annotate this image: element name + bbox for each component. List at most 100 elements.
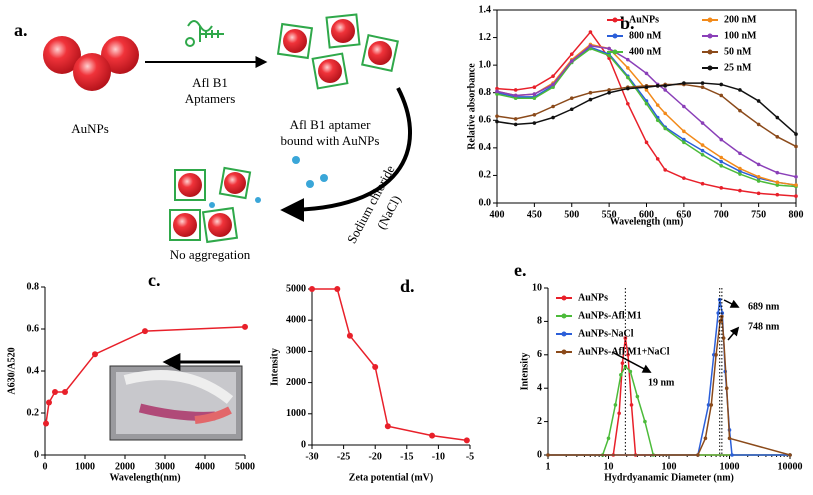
series-line <box>312 288 467 442</box>
x-tick-label: 450 <box>527 209 542 220</box>
legend-label: AuNPs-Afl M1 <box>578 310 642 321</box>
data-point <box>700 121 705 125</box>
legend-marker <box>612 17 618 23</box>
y-tick-label: 1000 <box>286 408 306 419</box>
y-tick-label: 0.2 <box>479 170 492 181</box>
stable-particles <box>169 166 252 244</box>
y-tick-label: 4000 <box>286 314 306 325</box>
data-point <box>635 394 640 399</box>
series-line <box>496 82 797 135</box>
legend-label: AuNPs <box>629 14 659 25</box>
data-point <box>719 155 724 160</box>
x-axis-label: Zeta potential (mV) <box>349 472 433 483</box>
x-tick-label: -30 <box>305 451 318 462</box>
data-point <box>626 75 630 80</box>
data-point <box>532 85 537 89</box>
annotation: 748 nm <box>748 321 780 332</box>
data-point <box>663 111 667 116</box>
data-point <box>626 66 630 70</box>
data-point <box>700 81 705 85</box>
legend-marker <box>707 65 713 71</box>
data-point <box>663 168 667 172</box>
data-point <box>52 389 58 395</box>
y-tick-label: 2000 <box>286 377 306 388</box>
data-point <box>546 453 550 457</box>
x-tick-label: 0 <box>43 461 48 472</box>
data-point <box>738 188 742 193</box>
data-point <box>495 89 499 94</box>
x-tick-label: -25 <box>337 451 350 462</box>
y-tick-label: 0 <box>537 449 542 460</box>
legend-marker <box>561 313 567 319</box>
data-point <box>551 115 555 120</box>
data-point <box>738 108 742 113</box>
data-point <box>532 92 537 96</box>
y-axis-label: Intensity <box>519 353 530 391</box>
y-tick-label: 0.8 <box>479 87 492 98</box>
data-point <box>532 112 537 117</box>
data-point <box>626 353 630 357</box>
data-point <box>569 107 574 112</box>
x-tick-label: 400 <box>490 209 505 220</box>
data-point <box>628 369 633 374</box>
data-point <box>551 74 555 78</box>
data-point <box>626 57 630 62</box>
data-point <box>719 93 724 98</box>
data-point <box>738 169 742 174</box>
data-point <box>643 419 647 424</box>
data-point <box>644 88 649 92</box>
data-point <box>142 328 148 335</box>
panel-label: a. <box>14 20 28 40</box>
data-point <box>588 97 593 102</box>
legend-marker <box>561 295 567 301</box>
data-point <box>682 176 686 180</box>
data-point <box>724 386 729 391</box>
data-point <box>756 122 761 127</box>
legend-label: 50 nM <box>724 46 752 57</box>
x-tick-label: 10 <box>604 461 614 472</box>
data-point <box>682 129 686 134</box>
label: Afl B1 aptamer <box>290 117 372 132</box>
data-point <box>700 152 705 157</box>
series-line <box>496 30 797 197</box>
data-point <box>719 137 724 142</box>
data-point <box>663 126 667 131</box>
data-point <box>719 163 724 168</box>
x-tick-label: 700 <box>714 209 729 220</box>
data-point <box>551 104 555 109</box>
label: bound with AuNPs <box>281 133 380 148</box>
data-point <box>756 175 761 179</box>
x-tick-label: -15 <box>400 451 413 462</box>
legend-marker <box>707 17 713 23</box>
data-point <box>644 85 649 89</box>
data-point <box>696 453 700 457</box>
data-point <box>738 166 742 171</box>
data-point <box>682 81 686 85</box>
data-point <box>756 162 761 167</box>
data-point <box>700 181 705 186</box>
legend-label: 400 nM <box>629 46 662 57</box>
x-axis-label: Wavelength (nm) <box>610 216 684 227</box>
data-point <box>242 323 248 330</box>
legend-label: AuNPs-NaCl <box>578 328 634 339</box>
data-point <box>463 437 470 444</box>
data-point <box>46 399 52 406</box>
data-point <box>513 96 518 101</box>
data-point <box>700 143 705 147</box>
series-line <box>496 47 797 188</box>
x-tick-label: 100 <box>662 461 677 472</box>
data-point <box>716 311 720 315</box>
y-tick-label: 10 <box>532 282 542 293</box>
x-tick-label: 600 <box>639 209 654 220</box>
data-point <box>655 84 660 88</box>
y-tick-label: 1.4 <box>479 4 492 15</box>
data-point <box>738 172 742 176</box>
data-point <box>569 96 574 101</box>
data-point <box>495 92 499 96</box>
annotation-arrow <box>723 299 740 308</box>
legend-label: 100 nM <box>724 30 757 41</box>
curved-arrow <box>280 87 413 222</box>
data-point <box>551 85 555 89</box>
data-point <box>569 52 574 56</box>
